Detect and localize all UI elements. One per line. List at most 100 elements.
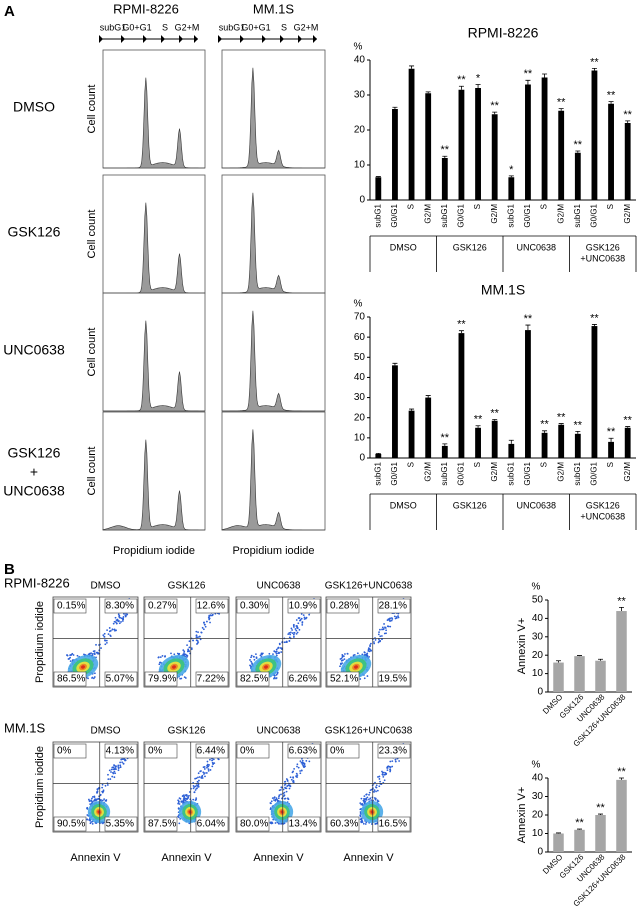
y-axis-label: Annexin V+ bbox=[516, 618, 528, 675]
event-dot bbox=[206, 760, 209, 763]
event-dot bbox=[103, 798, 106, 800]
event-dot bbox=[390, 619, 393, 622]
quadrant-box bbox=[195, 743, 229, 759]
sample-title: UNC0638 bbox=[257, 581, 301, 592]
arrow-head bbox=[143, 35, 147, 43]
histogram bbox=[103, 320, 206, 412]
x-tick-label: G2/M bbox=[490, 462, 499, 482]
event-dot bbox=[363, 795, 366, 798]
histogram-frame bbox=[221, 49, 326, 169]
error-bar bbox=[525, 79, 531, 85]
event-dot bbox=[359, 802, 362, 805]
event-dot bbox=[197, 776, 199, 779]
event-dot bbox=[177, 815, 179, 818]
event-dot bbox=[255, 653, 257, 656]
event-dot bbox=[203, 766, 206, 768]
event-dot bbox=[177, 808, 180, 810]
event-dot bbox=[177, 799, 180, 802]
error-bar bbox=[409, 408, 415, 411]
histogram-frame bbox=[102, 292, 206, 412]
significance: ** bbox=[623, 109, 632, 121]
error-bar bbox=[375, 452, 381, 454]
bar bbox=[491, 114, 498, 200]
event-dot bbox=[292, 624, 295, 627]
event-dot bbox=[275, 677, 278, 679]
event-dot bbox=[343, 658, 346, 661]
error-bar bbox=[625, 120, 631, 123]
quadrant-percent: 6.44% bbox=[197, 746, 225, 757]
event-dot bbox=[255, 657, 258, 660]
event-dot bbox=[202, 771, 205, 774]
sample-title: DMSO bbox=[91, 581, 121, 592]
event-dot bbox=[204, 772, 206, 774]
event-dot bbox=[378, 775, 381, 778]
event-dot bbox=[387, 625, 390, 628]
event-dot bbox=[176, 652, 179, 655]
histogram bbox=[221, 429, 325, 531]
error-bar bbox=[619, 777, 624, 780]
event-dot bbox=[113, 764, 115, 766]
event-dot bbox=[106, 784, 109, 786]
event-dot bbox=[97, 787, 100, 790]
quadrant-percent: 0.28% bbox=[330, 601, 358, 612]
histogram-frame bbox=[221, 292, 326, 412]
y-tick-label: 10 bbox=[532, 828, 544, 839]
event-dot bbox=[368, 793, 370, 796]
event-dot bbox=[173, 653, 176, 656]
histogram bbox=[103, 202, 206, 294]
event-dot bbox=[341, 662, 344, 665]
event-dot bbox=[118, 616, 121, 619]
event-dot bbox=[296, 765, 298, 768]
quadrant-box bbox=[195, 671, 229, 687]
event-dot bbox=[183, 676, 186, 679]
sample-title: GSK126 bbox=[168, 581, 206, 592]
y-axis-label: Cell count bbox=[86, 447, 98, 496]
x-tick-label: G0/G1 bbox=[523, 461, 532, 485]
event-dot bbox=[249, 665, 252, 668]
quadrant-box bbox=[236, 671, 270, 687]
y-tick-label: 0 bbox=[359, 453, 365, 464]
quadrant-percent: 60.3% bbox=[330, 819, 358, 830]
error-bar bbox=[458, 330, 464, 334]
event-dot bbox=[86, 814, 89, 816]
event-dot bbox=[177, 801, 180, 803]
event-dot bbox=[391, 765, 394, 768]
event-dot bbox=[301, 759, 304, 762]
event-dot bbox=[192, 787, 195, 790]
x-tick-label: S bbox=[473, 462, 482, 467]
error-bar bbox=[525, 324, 531, 331]
bar bbox=[591, 70, 598, 200]
histogram bbox=[103, 77, 206, 169]
event-dot bbox=[102, 822, 104, 825]
row-label: UNC0638 bbox=[3, 483, 65, 499]
error-bar bbox=[619, 606, 624, 612]
event-dot bbox=[359, 808, 362, 811]
event-dot bbox=[198, 779, 200, 782]
event-dot bbox=[303, 762, 306, 765]
event-dot bbox=[304, 765, 306, 768]
x-tick-label: subG1 bbox=[440, 203, 449, 227]
event-dot bbox=[296, 626, 298, 629]
event-dot bbox=[295, 633, 298, 635]
event-dot bbox=[340, 663, 342, 666]
event-dot bbox=[269, 821, 272, 824]
event-dot bbox=[273, 797, 276, 799]
event-dot bbox=[284, 787, 287, 790]
x-tick-label: G2/M bbox=[556, 462, 565, 482]
event-dot bbox=[278, 822, 280, 825]
event-dot bbox=[124, 614, 127, 617]
event-dot bbox=[194, 777, 197, 780]
event-dot bbox=[300, 617, 303, 620]
arrow-head bbox=[280, 35, 284, 43]
event-dot bbox=[373, 789, 376, 792]
event-dot bbox=[105, 639, 108, 642]
row-label: MM.1S bbox=[4, 720, 46, 735]
event-dot bbox=[269, 808, 272, 811]
event-dot bbox=[91, 677, 93, 679]
event-dot bbox=[92, 677, 95, 680]
event-dot bbox=[88, 652, 91, 655]
error-bar bbox=[475, 84, 481, 88]
error-bar bbox=[556, 660, 561, 663]
panel-label: B bbox=[4, 561, 15, 578]
y-tick-label: 40 bbox=[354, 372, 366, 383]
